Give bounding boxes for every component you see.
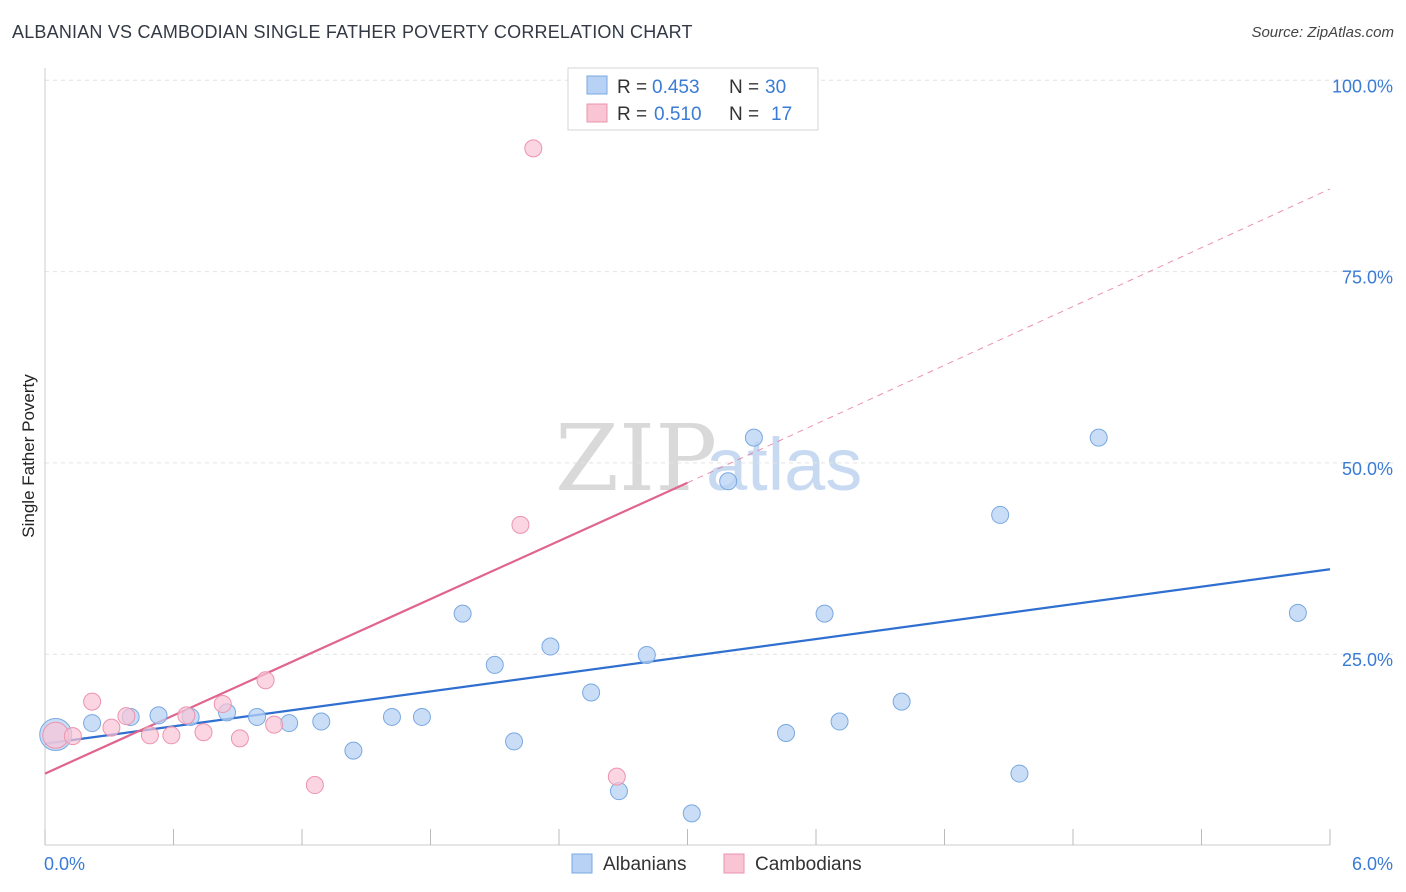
albanian-point — [149, 706, 168, 725]
x-tick-label-max: 6.0% — [1352, 854, 1393, 874]
albanian-point — [248, 707, 267, 726]
grid-lines — [45, 79, 1393, 655]
albanian-point — [83, 714, 102, 733]
legend-r-label-2: R = — [617, 104, 647, 125]
cambodian-point — [524, 139, 543, 158]
legend-n-value-2: 17 — [771, 104, 792, 125]
cambodian-point — [102, 718, 121, 737]
albanian-point — [382, 707, 401, 726]
y-tick-label-50: 50.0% — [1342, 459, 1393, 479]
tick-labels: 25.0% 50.0% 75.0% 100.0% 0.0% 6.0% — [44, 76, 1393, 874]
albanian-point — [1089, 428, 1108, 447]
albanian-point — [344, 741, 363, 760]
watermark-zip: ZIP — [555, 405, 717, 512]
albanian-point — [541, 637, 560, 656]
albanian-point — [1010, 764, 1029, 783]
albanian-point — [815, 604, 834, 623]
y-tick-label-75: 75.0% — [1342, 268, 1393, 288]
albanian-point — [991, 505, 1010, 524]
cambodian-trend-line — [44, 481, 688, 775]
legend-r-value-1: 0.453 — [652, 77, 700, 98]
bottom-legend-cambodian-swatch — [723, 853, 745, 874]
albanian-point — [719, 472, 738, 491]
albanian-point — [485, 655, 504, 674]
bottom-legend-cambodians: Cambodians — [755, 854, 862, 875]
bottom-legend: Albanians Cambodians — [571, 853, 862, 875]
cambodian-point — [230, 729, 249, 748]
albanian-trend-line — [44, 568, 1331, 745]
legend-r-label-1: R = — [617, 77, 647, 98]
cambodian-point — [117, 707, 136, 726]
chart-title: ALBANIAN VS CAMBODIAN SINGLE FATHER POVE… — [12, 22, 693, 42]
cambodian-point — [194, 723, 213, 742]
legend-n-label-2: N = — [729, 104, 759, 125]
source-label: Source: ZipAtlas.com — [1251, 24, 1394, 41]
albanian-point — [637, 645, 656, 664]
y-tick-label-100: 100.0% — [1332, 76, 1393, 96]
albanian-point — [312, 712, 331, 731]
y-tick-label-25: 25.0% — [1342, 650, 1393, 670]
albanian-point — [582, 683, 601, 702]
legend-cambodian-swatch — [586, 103, 608, 123]
cambodian-point — [83, 692, 102, 711]
albanian-point — [830, 712, 849, 731]
albanian-point — [280, 714, 299, 733]
axes — [44, 68, 1331, 846]
cambodian-point — [140, 726, 159, 745]
cambodian-point — [177, 706, 196, 725]
albanian-point — [453, 604, 472, 623]
data-points — [39, 139, 1307, 823]
x-tick-label-min: 0.0% — [44, 854, 85, 874]
legend-albanian-swatch — [586, 75, 608, 95]
albanian-point — [777, 724, 796, 743]
bottom-legend-albanians: Albanians — [603, 854, 686, 875]
bottom-legend-albanian-swatch — [571, 853, 593, 874]
cambodian-point — [256, 671, 275, 690]
cambodian-point — [511, 515, 530, 534]
albanian-point — [682, 804, 701, 823]
legend-n-value-1: 30 — [765, 77, 786, 98]
legend-box: R = 0.453 N = 30 R = 0.510 N = 17 — [567, 67, 819, 131]
cambodian-point — [63, 727, 82, 746]
watermark-atlas: atlas — [706, 423, 862, 506]
albanian-point — [744, 428, 763, 447]
albanian-point — [505, 732, 524, 751]
cambodian-point — [162, 726, 181, 745]
cambodian-point — [213, 694, 232, 713]
cambodian-point — [607, 767, 626, 786]
cambodian-trend-extension — [687, 188, 1331, 484]
legend-r-value-2: 0.510 — [654, 104, 702, 125]
legend-n-label-1: N = — [729, 77, 759, 98]
albanian-point — [1288, 603, 1307, 622]
albanian-point — [892, 692, 911, 711]
cambodian-point — [305, 776, 324, 795]
cambodian-point — [265, 715, 284, 734]
albanian-point — [412, 707, 431, 726]
y-axis-label: Single Father Poverty — [19, 374, 38, 538]
